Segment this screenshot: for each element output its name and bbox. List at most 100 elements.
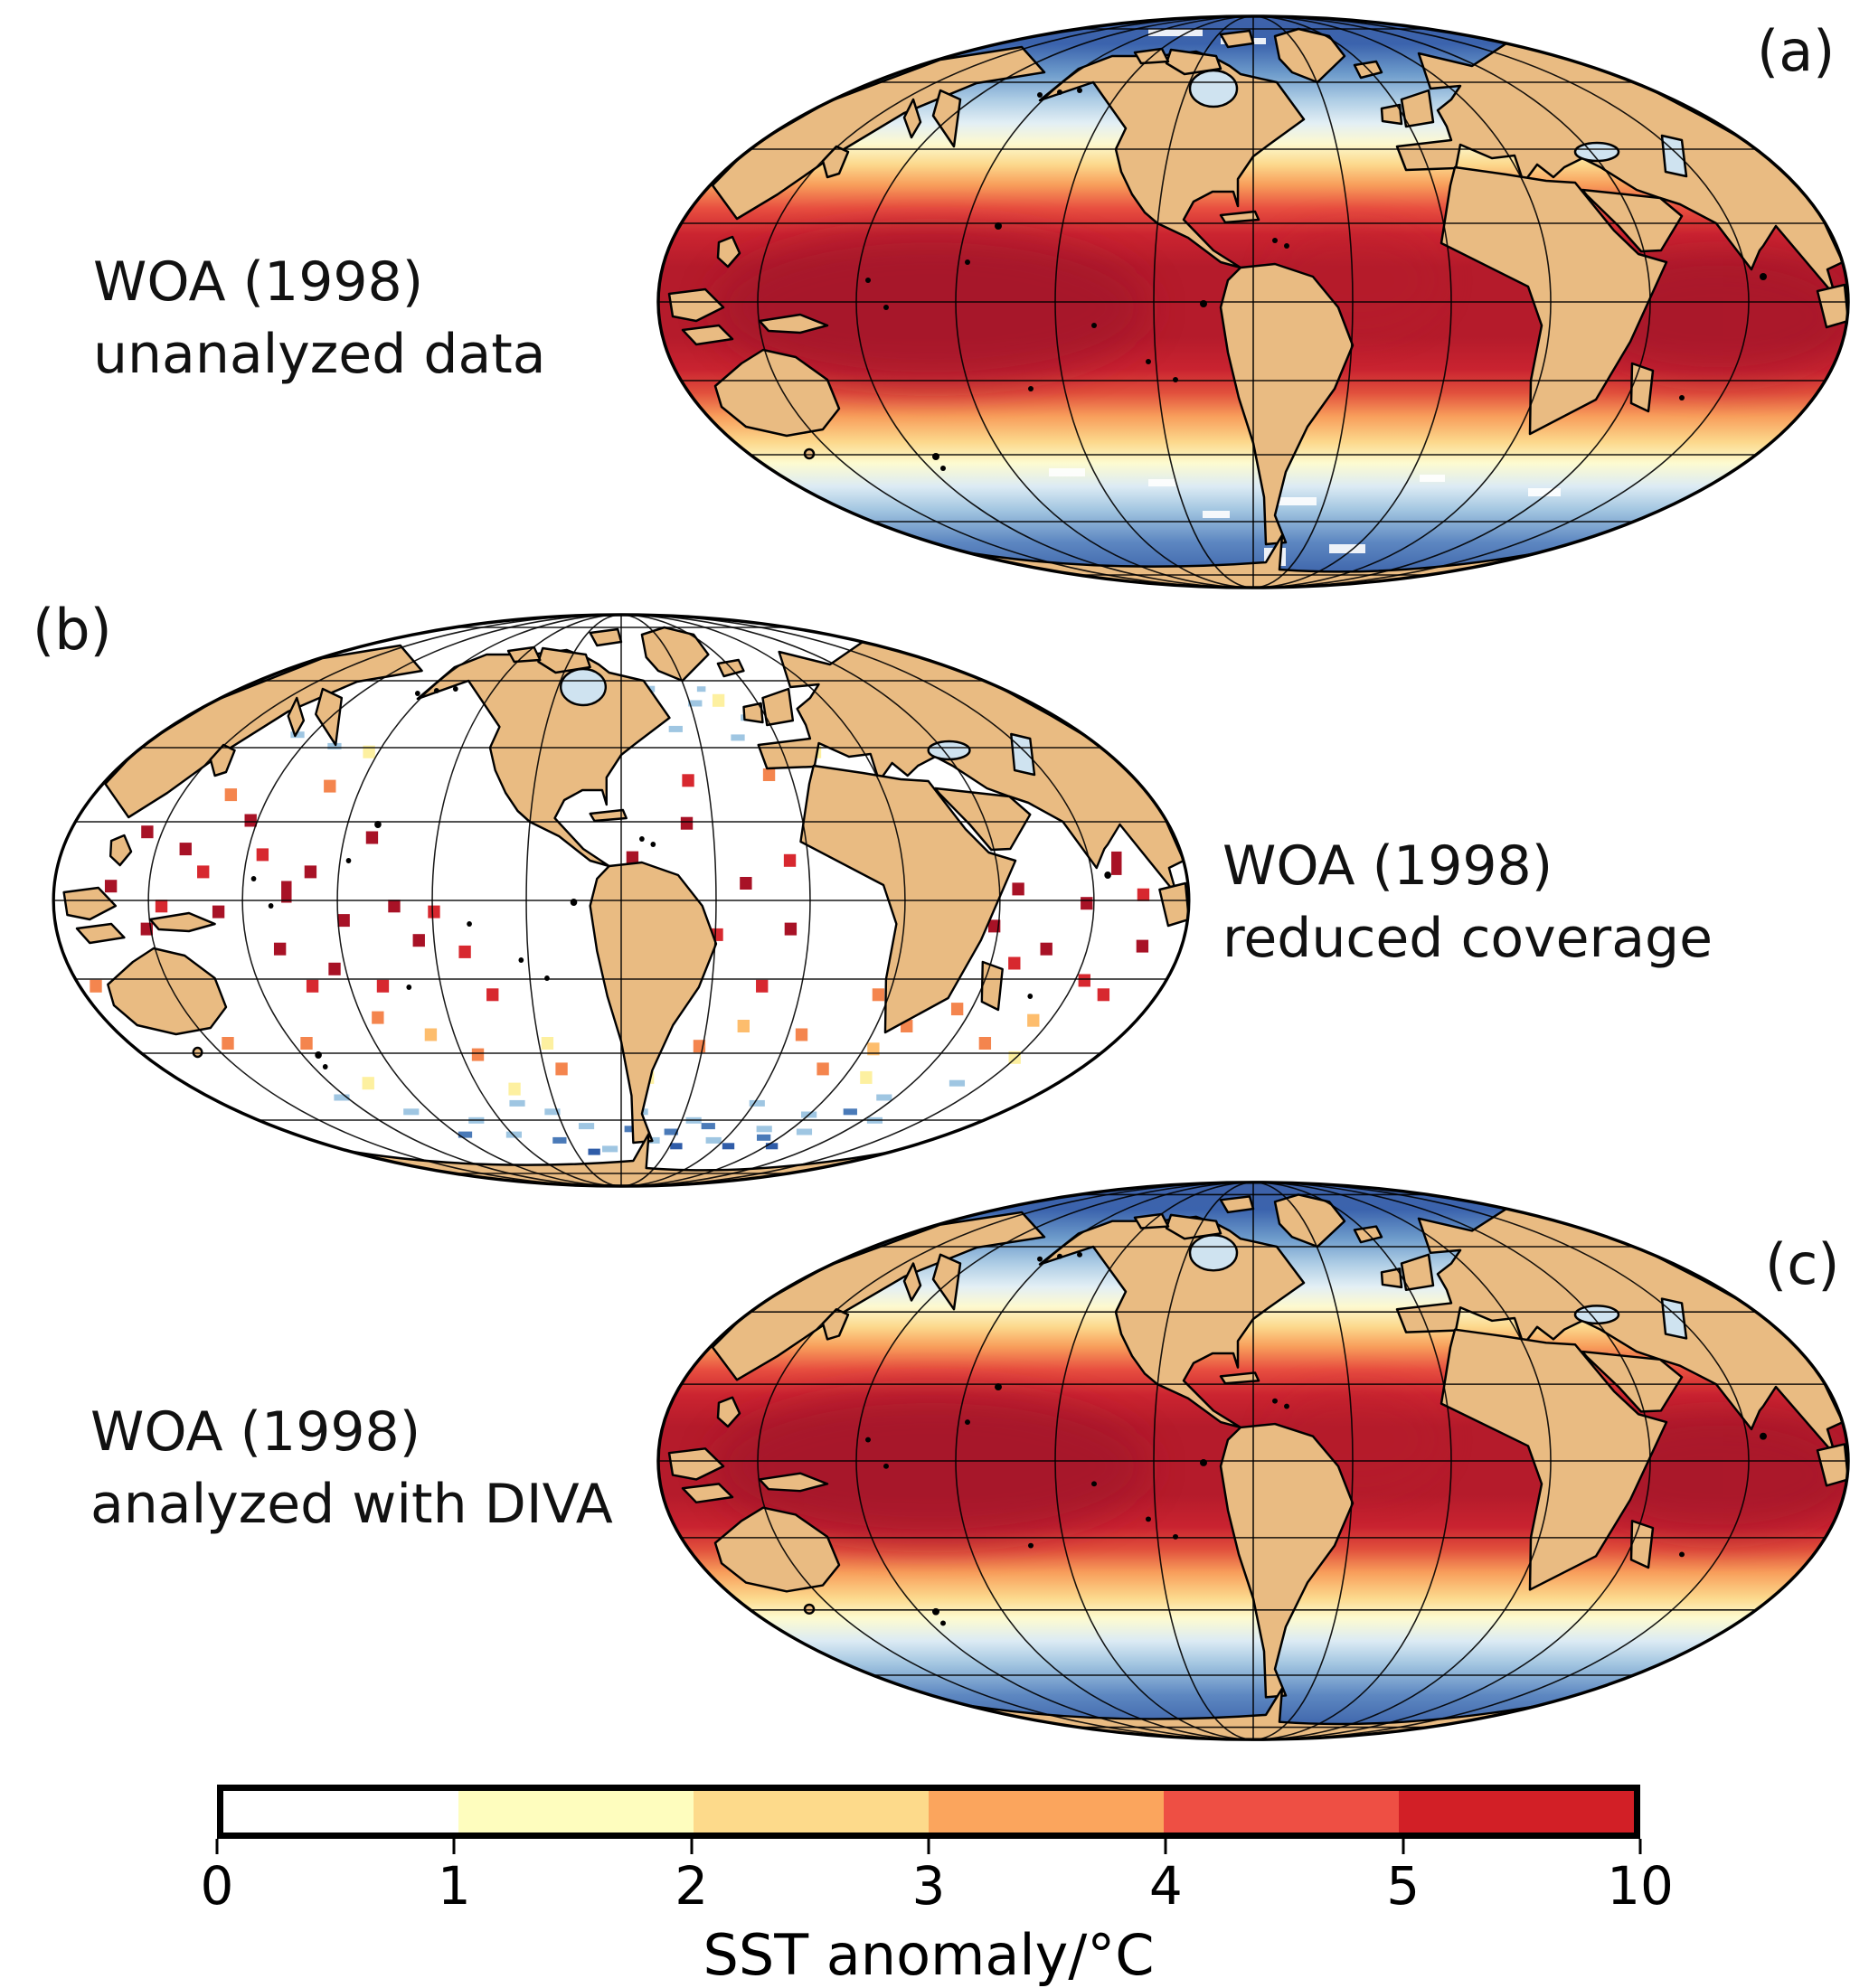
observation-cell [1081, 897, 1093, 910]
observation-cell [458, 945, 471, 958]
colorbar-ticks [215, 1839, 1642, 1855]
panel-b-title: WOA (1998) reduced coverage [1222, 830, 1713, 975]
observation-cell [1078, 974, 1090, 987]
colorbar-tick-10 [1638, 1839, 1642, 1854]
colorbar-tick-5 [1402, 1839, 1405, 1854]
observation-cell [867, 1042, 880, 1056]
observation-cell [701, 1123, 715, 1130]
colorbar-segment-4 [1164, 1791, 1399, 1833]
observation-cell [508, 1082, 521, 1096]
observation-cell [376, 979, 390, 993]
observation-cell [705, 1136, 722, 1144]
observation-cell [544, 1108, 561, 1116]
map-c-outline [656, 1181, 1850, 1741]
panel-a-title-line1: WOA (1998) [93, 250, 424, 314]
observation-cell [664, 1128, 678, 1135]
observation-cell [363, 745, 375, 758]
observation-cell [1008, 956, 1021, 970]
observation-cell [624, 1126, 638, 1133]
observation-cell [722, 1143, 735, 1150]
colorbar-tick-3 [927, 1839, 930, 1854]
panel-a-tag: (a) [1757, 18, 1836, 84]
observation-cell [505, 1131, 522, 1138]
observation-cell [328, 962, 341, 975]
observation-cell [509, 1099, 525, 1107]
observation-cell [756, 1126, 772, 1133]
map-panel-a [642, 9, 1864, 595]
map-b-outline [52, 613, 1191, 1188]
observation-cell [682, 774, 694, 787]
map-a-svg [656, 14, 1850, 589]
observation-cell [222, 1037, 234, 1050]
observation-cell [458, 1131, 473, 1138]
observation-cell [731, 734, 745, 741]
observation-cell [104, 880, 118, 893]
observation-cell [1097, 988, 1110, 1002]
observation-cell [327, 742, 342, 749]
colorbar-caption: SST anomaly/°C [703, 1922, 1155, 1988]
colorbar-bar [217, 1785, 1640, 1839]
observation-cell [876, 1094, 892, 1101]
colorbar-tick-1 [452, 1839, 456, 1854]
observation-cell [412, 934, 425, 947]
observation-cell [141, 825, 154, 839]
observation-cell [388, 900, 401, 913]
panel-c-title: WOA (1998) analyzed with DIVA [90, 1396, 613, 1540]
observation-cell [712, 693, 725, 707]
observation-cell [765, 1143, 779, 1150]
observation-cell [365, 831, 379, 844]
colorbar-tick-label-5: 5 [1386, 1855, 1421, 1917]
observation-cell [300, 1037, 313, 1050]
observation-cell [281, 881, 292, 903]
colorbar-tick-label-2: 2 [675, 1855, 709, 1917]
observation-cell [1040, 942, 1052, 956]
panel-c-title-line2: analyzed with DIVA [90, 1473, 613, 1536]
observation-cell [471, 1048, 485, 1061]
observation-cell [1137, 888, 1150, 901]
observation-cell [362, 1077, 374, 1090]
observation-cell [756, 1134, 771, 1141]
colorbar-tick-label-1: 1 [437, 1855, 471, 1917]
observation-cell [670, 1143, 683, 1150]
colorbar-tick-labels: 0 1 2 3 4 5 10 [201, 1855, 1674, 1920]
observation-cell [784, 922, 798, 936]
observation-cell [737, 1020, 750, 1032]
observation-cell [155, 900, 168, 913]
observation-cell [796, 1128, 813, 1135]
observation-cell [372, 1011, 384, 1024]
panel-b-title-line2: reduced coverage [1222, 907, 1713, 970]
observation-cell [334, 1094, 350, 1101]
observation-cell [428, 905, 440, 919]
panel-a-title: WOA (1998) unanalyzed data [93, 246, 546, 391]
map-c-svg [656, 1181, 1850, 1741]
observation-cell [588, 1148, 600, 1155]
observation-cell [696, 686, 706, 693]
map-b-svg [52, 613, 1191, 1188]
observation-cell [256, 848, 269, 862]
observation-cell [179, 843, 192, 856]
observation-cell [290, 731, 305, 739]
map-panel-c [642, 1175, 1864, 1747]
panel-b-title-line1: WOA (1998) [1222, 834, 1553, 898]
observation-cell [555, 1062, 568, 1076]
panel-c-tag: (c) [1765, 1231, 1840, 1297]
observation-cell [1012, 882, 1024, 896]
observation-cell [403, 1108, 420, 1116]
observation-cell [1111, 851, 1122, 875]
observation-cell [224, 788, 238, 802]
observation-cell [552, 1136, 567, 1144]
observation-cell [578, 1123, 595, 1130]
observation-cell [1027, 1013, 1040, 1027]
observation-cell [843, 1108, 857, 1116]
observation-cell [337, 914, 350, 928]
observation-cell [304, 865, 317, 879]
observation-cell [602, 1145, 618, 1153]
observation-cell [244, 814, 257, 827]
colorbar-segment-0 [223, 1791, 458, 1833]
observation-cell [324, 779, 336, 793]
observation-cell [762, 768, 776, 781]
observation-cell [273, 942, 287, 956]
colorbar-segment-3 [929, 1791, 1164, 1833]
observation-cell [783, 853, 797, 867]
